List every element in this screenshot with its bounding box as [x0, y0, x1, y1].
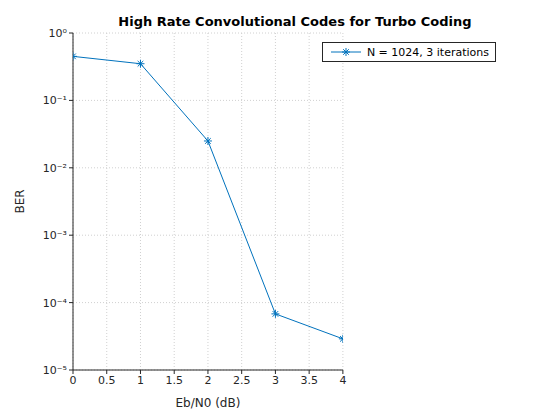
- svg-text:1: 1: [137, 374, 144, 387]
- svg-text:1.5: 1.5: [165, 374, 183, 387]
- html-text:N = 1024, 3 iterations: N = 1024, 3 iterations: [366, 45, 489, 59]
- svg-text:10⁰: 10⁰: [49, 27, 68, 40]
- svg-text:10⁻²: 10⁻²: [43, 162, 67, 175]
- svg-text:3: 3: [272, 374, 279, 387]
- svg-text:10⁻³: 10⁻³: [43, 229, 67, 242]
- svg-text:0.5: 0.5: [98, 374, 116, 387]
- svg-text:0: 0: [70, 374, 77, 387]
- svg-text:2: 2: [204, 374, 211, 387]
- svg-text:4: 4: [339, 374, 346, 387]
- svg-text:2.5: 2.5: [233, 374, 251, 387]
- html-text:High Rate Convolutional Codes: High Rate Convolutional Codes for Turbo …: [118, 14, 472, 29]
- svg-text:Eb/N0 (dB): Eb/N0 (dB): [175, 396, 240, 410]
- svg-text:3.5: 3.5: [300, 374, 318, 387]
- svg-text:10⁻⁵: 10⁻⁵: [43, 364, 67, 377]
- svg-text:10⁻¹: 10⁻¹: [43, 94, 67, 107]
- svg-text:BER: BER: [13, 189, 27, 213]
- svg-text:10⁻⁴: 10⁻⁴: [43, 297, 68, 310]
